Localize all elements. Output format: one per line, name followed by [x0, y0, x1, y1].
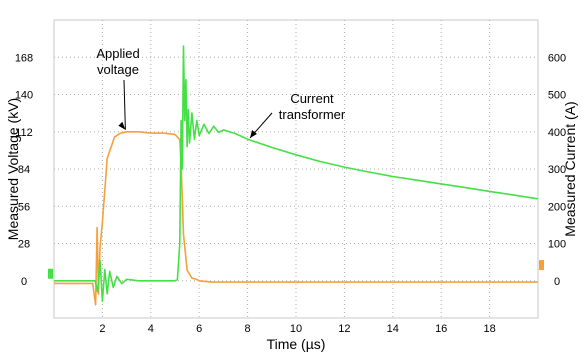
x-tick-label: 16: [435, 323, 447, 335]
y-left-tick-label: 0: [21, 276, 27, 288]
plot-series: [48, 45, 544, 306]
applied-voltage-arrow: [123, 79, 126, 130]
axis-titles: Time (µs) Measured Voltage (kV) Measured C…: [5, 98, 578, 352]
applied-voltage-label-line2: voltage: [97, 62, 139, 77]
current-transformer-label-line2: transformer: [279, 107, 346, 122]
tick-labels: 2 4 6 8 10 12 14 16 18 0 28 56 84 112 140 168 0 100 200 300…: [15, 52, 566, 335]
current-transformer-line: [54, 45, 539, 303]
y-right-tick-label: 100: [548, 239, 566, 251]
x-tick-label: 12: [338, 323, 350, 335]
x-tick-label: 10: [290, 323, 302, 335]
y-left-tick-label: 140: [15, 90, 33, 102]
current-transformer-label-line1: Current: [290, 91, 334, 106]
x-tick-label: 18: [483, 323, 495, 335]
y-right-axis-title: Measured Current (A): [562, 101, 578, 236]
y-left-tick-label: 112: [15, 127, 33, 139]
y-left-tick-label: 56: [18, 201, 30, 213]
x-tick-label: 6: [196, 323, 202, 335]
y-right-tick-label: 0: [554, 276, 560, 288]
current-transformer-arrowhead: [250, 129, 258, 138]
y-left-axis-title: Measured Voltage (kV): [5, 98, 21, 240]
y-right-tick-label: 200: [548, 201, 566, 213]
y-left-tick-label: 28: [18, 239, 30, 251]
y-right-tick-label: 600: [548, 52, 566, 64]
y-right-tick-label: 400: [548, 127, 566, 139]
voltage-channel-marker: [539, 260, 544, 271]
x-axis-title: Time (µs): [267, 336, 326, 352]
x-tick-label: 2: [99, 323, 105, 335]
applied-voltage-label-line1: Applied: [96, 46, 139, 61]
y-left-tick-label: 168: [15, 52, 33, 64]
x-tick-label: 14: [387, 323, 399, 335]
y-right-tick-label: 300: [548, 164, 566, 176]
applied-voltage-arrowhead: [118, 121, 126, 130]
applied-voltage-line: [54, 131, 538, 306]
current-channel-marker: [48, 268, 53, 279]
y-right-tick-label: 500: [548, 90, 566, 102]
x-tick-label: 4: [148, 323, 154, 335]
y-left-tick-label: 84: [18, 164, 30, 176]
x-tick-label: 8: [245, 323, 251, 335]
